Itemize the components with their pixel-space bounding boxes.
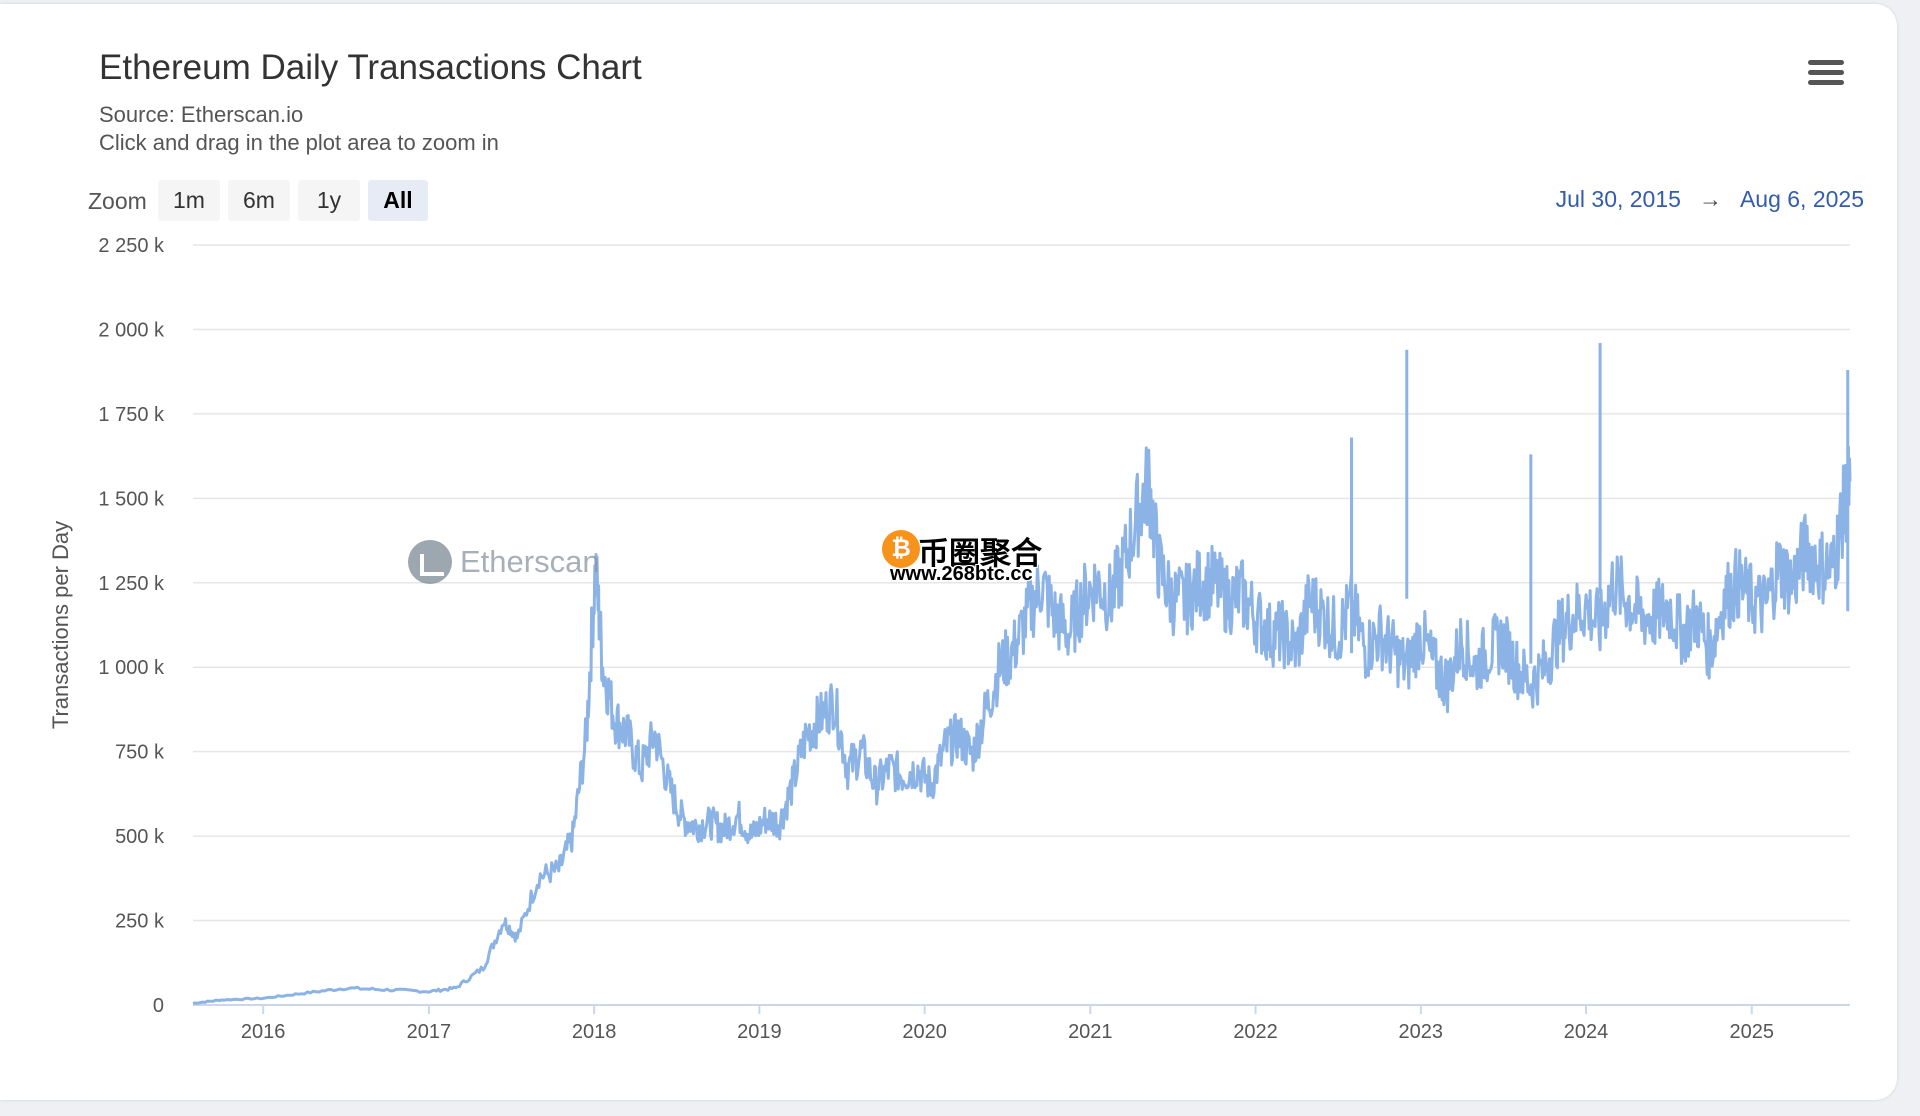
y-tick-label: 2 250 k [98,235,165,257]
y-tick-label: 2 000 k [98,319,165,341]
range-to[interactable]: Aug 6, 2025 [1739,186,1864,212]
x-tick-label: 2018 [572,1021,617,1043]
x-tick-label: 2016 [241,1021,286,1043]
x-tick-label: 2019 [737,1021,782,1043]
etherscan-logo-icon [408,540,452,584]
x-tick-label: 2021 [1068,1021,1113,1043]
range-arrow-icon: → [1698,186,1722,212]
x-tick-label: 2023 [1399,1021,1444,1043]
etherscan-watermark: Etherscan [408,540,600,584]
zoom-1y-button[interactable]: 1y [298,180,360,221]
y-tick-label: 1 500 k [98,488,165,510]
zoom-all-button[interactable]: All [368,180,428,221]
x-tick-label: 2017 [407,1021,452,1043]
zoom-hint: Click and drag in the plot area to zoom … [99,130,499,155]
x-tick-label: 2025 [1730,1021,1775,1043]
x-tick-label: 2024 [1564,1021,1609,1043]
bitcoin-icon: ₿ [882,530,920,568]
y-tick-label: 0 [153,995,164,1017]
y-tick-label: 1 750 k [98,404,165,426]
y-tick-label: 750 k [115,742,165,764]
y-tick-label: 250 k [115,911,165,933]
chart-source: Source: Etherscan.io [99,102,304,127]
y-tick-label: 500 k [115,826,165,848]
hamburger-menu-icon[interactable] [1808,60,1844,90]
x-tick-label: 2022 [1233,1021,1278,1043]
zoom-label: Zoom [88,188,147,214]
chart-title: Ethereum Daily Transactions Chart [99,48,642,87]
series-line [192,445,1852,1005]
site-watermark-name: 币圈聚合 [918,536,1042,571]
y-tick-label: 1 000 k [98,657,165,679]
y-axis-title: Transactions per Day [48,521,73,729]
site-watermark-url: www.268btc.cc [890,563,1033,585]
zoom-6m-button[interactable]: 6m [228,180,290,221]
y-tick-label: 1 250 k [98,573,165,595]
etherscan-watermark-text: Etherscan [460,544,600,579]
x-tick-label: 2020 [902,1021,947,1043]
range-from[interactable]: Jul 30, 2015 [1555,186,1681,212]
zoom-1m-button[interactable]: 1m [158,180,220,221]
date-range: Jul 30, 2015 → Aug 6, 2025 [1556,186,1864,213]
